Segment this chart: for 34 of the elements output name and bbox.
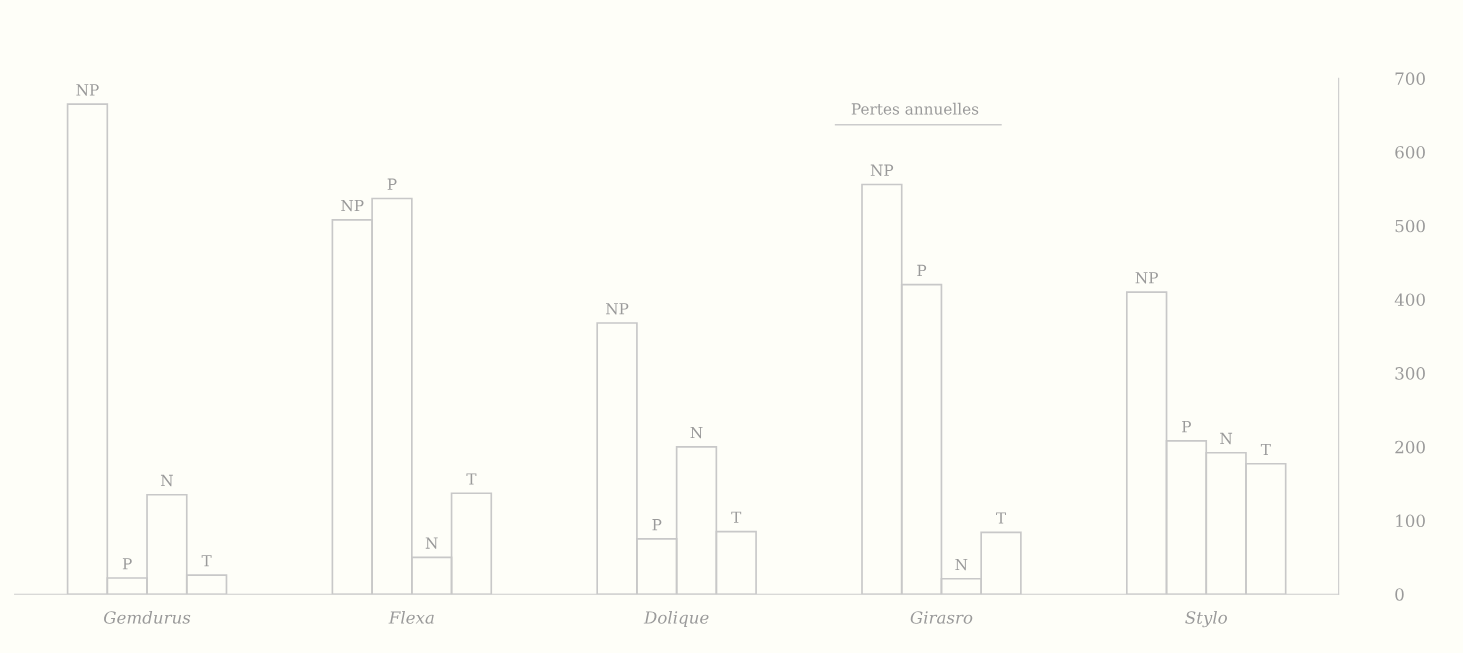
x-tick-label: Girasro bbox=[910, 611, 973, 624]
y-tick-label: 100 bbox=[1396, 514, 1425, 528]
text: N bbox=[425, 537, 438, 549]
text: N bbox=[690, 426, 703, 439]
y-tick-label: 300 bbox=[1395, 367, 1425, 380]
text: P bbox=[122, 558, 132, 570]
text: NP bbox=[76, 84, 99, 96]
y-tick-label: 400 bbox=[1394, 293, 1425, 307]
text: T bbox=[731, 511, 742, 523]
text: NP bbox=[1135, 272, 1158, 284]
series-label: NP bbox=[870, 164, 894, 176]
text: P bbox=[652, 519, 662, 531]
annotation: Pertes annuelles bbox=[851, 102, 979, 115]
text: T bbox=[996, 512, 1006, 524]
series-label: N bbox=[160, 474, 173, 487]
y-tick-label: 200 bbox=[1395, 440, 1425, 454]
x-tick-label: Stylo bbox=[1185, 610, 1227, 628]
text: N bbox=[955, 558, 968, 571]
y-tick-label: 500 bbox=[1395, 219, 1425, 233]
text: T bbox=[466, 473, 477, 485]
y-tick-label: 700 bbox=[1395, 72, 1425, 85]
series-label: T bbox=[201, 555, 212, 567]
x-tick-label: Gemdurus bbox=[103, 610, 191, 624]
x-tick-label: Dolique bbox=[643, 610, 709, 628]
series-label: P bbox=[917, 264, 927, 276]
x-tick-label: Flexa bbox=[388, 610, 434, 624]
text: T bbox=[1260, 443, 1271, 456]
y-tick-label: 0 bbox=[1395, 588, 1404, 601]
text: P bbox=[1182, 421, 1191, 433]
text: N bbox=[1220, 432, 1233, 445]
text: P bbox=[387, 178, 397, 190]
y-tick-label: 600 bbox=[1395, 146, 1425, 159]
text: NP bbox=[341, 199, 364, 212]
text: NP bbox=[605, 303, 629, 315]
